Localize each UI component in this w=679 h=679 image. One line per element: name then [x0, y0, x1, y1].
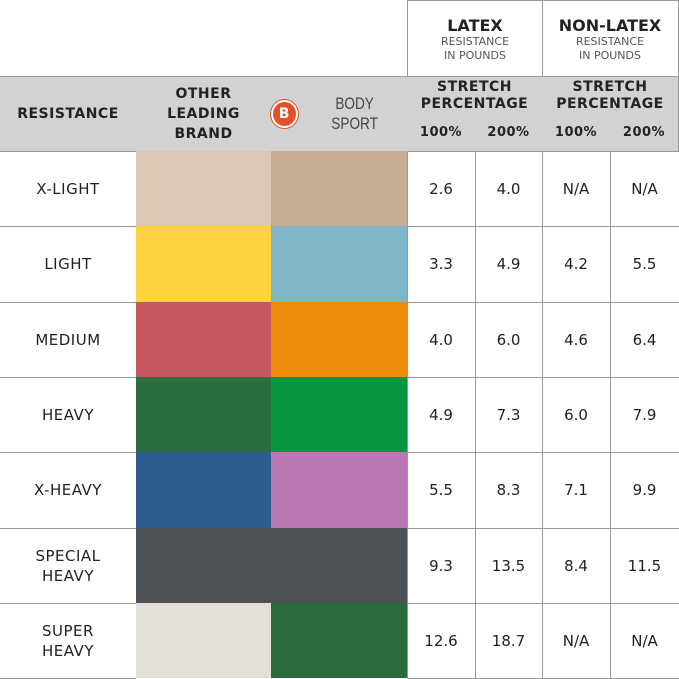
- value-cell: 5.5: [610, 226, 679, 303]
- latex-header: LATEX RESISTANCE IN POUNDS: [407, 0, 543, 77]
- nonlatex-sub1: RESISTANCE: [575, 34, 645, 48]
- value-cell: 2.6: [407, 151, 476, 227]
- stretch-line1: STRETCH: [572, 78, 648, 95]
- value-cell: 5.5: [407, 452, 476, 529]
- bodysport-swatch: [271, 302, 408, 378]
- value-cell: 7.1: [542, 452, 611, 529]
- other-line2: LEADING: [167, 106, 240, 122]
- label-line: SUPER: [42, 621, 94, 640]
- latex-sub2: IN POUNDS: [444, 48, 506, 62]
- bodysport-swatch: [271, 151, 408, 227]
- value-cell: 18.7: [475, 603, 543, 679]
- label-line: SPECIAL: [35, 546, 101, 565]
- resistance-label: SPECIAL HEAVY: [0, 528, 137, 604]
- value-cell: 6.0: [542, 377, 611, 453]
- value-cell: 11.5: [610, 528, 679, 604]
- resistance-label: MEDIUM: [0, 302, 137, 378]
- nonlatex-stretch-header: STRETCH PERCENTAGE: [542, 76, 679, 115]
- nonlatex-title: NON-LATEX: [558, 15, 662, 35]
- label-line: LIGHT: [44, 255, 92, 273]
- bodysport-swatch: [271, 226, 408, 303]
- value-cell: 9.9: [610, 452, 679, 529]
- value-cell: 4.0: [475, 151, 543, 227]
- value-cell: 6.4: [610, 302, 679, 378]
- bodysport-swatch: [271, 528, 408, 604]
- bodysport-logo: B BODY SPORT: [271, 94, 407, 134]
- bodysport-swatch: [271, 452, 408, 529]
- value-cell: 8.3: [475, 452, 543, 529]
- label-line: X-HEAVY: [34, 481, 102, 499]
- pct-header: 200%: [475, 114, 543, 152]
- label-line: HEAVY: [42, 641, 94, 660]
- pct-header: 100%: [542, 114, 611, 152]
- value-cell: 4.9: [475, 226, 543, 303]
- value-cell: 3.3: [407, 226, 476, 303]
- other-line3: BRAND: [174, 126, 233, 142]
- other-brand-swatch: [136, 302, 272, 378]
- resistance-label: SUPER HEAVY: [0, 603, 137, 679]
- value-cell: N/A: [542, 603, 611, 679]
- value-cell: N/A: [542, 151, 611, 227]
- resistance-label: LIGHT: [0, 226, 137, 303]
- resistance-label: X-LIGHT: [0, 151, 137, 227]
- label-line: MEDIUM: [35, 330, 101, 349]
- other-brand-swatch: [136, 377, 272, 453]
- stretch-line1: STRETCH: [436, 78, 513, 95]
- bodysport-swatch: [271, 377, 408, 453]
- pct-header: 200%: [610, 114, 679, 152]
- other-brand-swatch: [136, 151, 272, 227]
- bodysport-logo-text: BODY SPORT: [331, 94, 378, 133]
- latex-stretch-header: STRETCH PERCENTAGE: [407, 76, 543, 115]
- value-cell: 7.9: [610, 377, 679, 453]
- value-cell: 12.6: [407, 603, 476, 679]
- other-brand-swatch: [136, 452, 272, 529]
- value-cell: 9.3: [407, 528, 476, 604]
- value-cell: 4.6: [542, 302, 611, 378]
- value-cell: 4.0: [407, 302, 476, 378]
- value-cell: 7.3: [475, 377, 543, 453]
- nonlatex-header: NON-LATEX RESISTANCE IN POUNDS: [542, 0, 679, 77]
- value-cell: N/A: [610, 151, 679, 227]
- other-brand-swatch: [136, 226, 272, 303]
- label-line: X-LIGHT: [36, 179, 100, 198]
- stretch-line2: PERCENTAGE: [556, 95, 664, 112]
- bodysport-header: B BODY SPORT: [271, 76, 408, 152]
- label-line: HEAVY: [42, 566, 94, 585]
- other-brand-swatch: [136, 528, 272, 604]
- other-brand-header: OTHER LEADING BRAND: [136, 76, 272, 152]
- other-brand-swatch: [136, 603, 272, 679]
- bodysport-swatch: [271, 603, 408, 679]
- bodysport-logo-icon: B: [271, 100, 298, 128]
- value-cell: N/A: [610, 603, 679, 679]
- resistance-label: X-HEAVY: [0, 452, 137, 529]
- stretch-line2: PERCENTAGE: [420, 95, 529, 112]
- latex-title: LATEX: [447, 15, 503, 35]
- value-cell: 13.5: [475, 528, 543, 604]
- latex-sub1: RESISTANCE: [440, 34, 510, 48]
- value-cell: 6.0: [475, 302, 543, 378]
- other-line1: OTHER: [175, 86, 232, 102]
- label-line: HEAVY: [42, 405, 94, 424]
- resistance-label: HEAVY: [0, 377, 137, 453]
- value-cell: 8.4: [542, 528, 611, 604]
- value-cell: 4.9: [407, 377, 476, 453]
- value-cell: 4.2: [542, 226, 611, 303]
- nonlatex-sub2: IN POUNDS: [579, 48, 641, 62]
- pct-header: 100%: [407, 114, 476, 152]
- resistance-header: RESISTANCE: [0, 76, 137, 152]
